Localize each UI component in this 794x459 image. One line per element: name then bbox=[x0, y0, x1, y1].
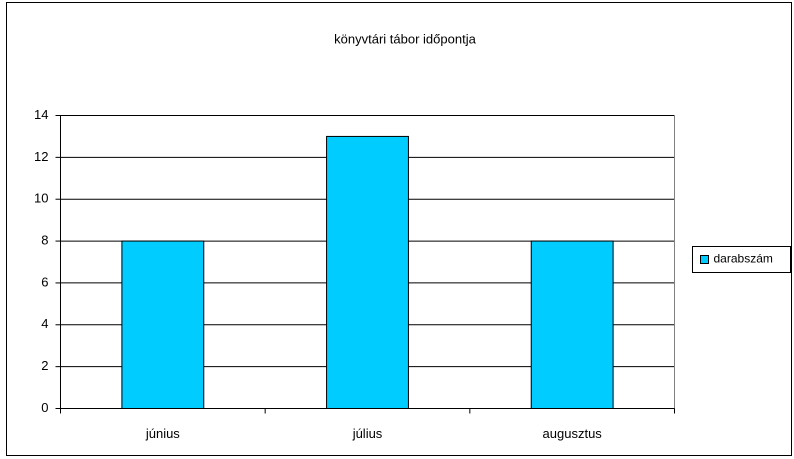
y-tick-label: 14 bbox=[34, 107, 48, 122]
y-tick-label: 6 bbox=[41, 274, 48, 289]
y-tick-label: 12 bbox=[34, 149, 48, 164]
bar bbox=[121, 240, 205, 409]
x-tick-label: augusztus bbox=[543, 426, 603, 441]
y-tick-label: 8 bbox=[41, 233, 48, 248]
legend-box bbox=[692, 246, 791, 273]
chart-title: könyvtári tábor időpontja bbox=[334, 31, 476, 46]
bar bbox=[326, 135, 409, 410]
y-tick-label: 10 bbox=[34, 191, 48, 206]
y-tick-label: 0 bbox=[41, 400, 48, 415]
x-tick-label: június bbox=[145, 426, 180, 441]
legend-label: darabszám bbox=[714, 252, 773, 266]
bar bbox=[530, 240, 614, 409]
y-tick-label: 4 bbox=[41, 316, 48, 331]
y-tick-label: 2 bbox=[41, 358, 48, 373]
x-tick-label: július bbox=[352, 426, 383, 441]
legend-swatch bbox=[700, 255, 709, 264]
